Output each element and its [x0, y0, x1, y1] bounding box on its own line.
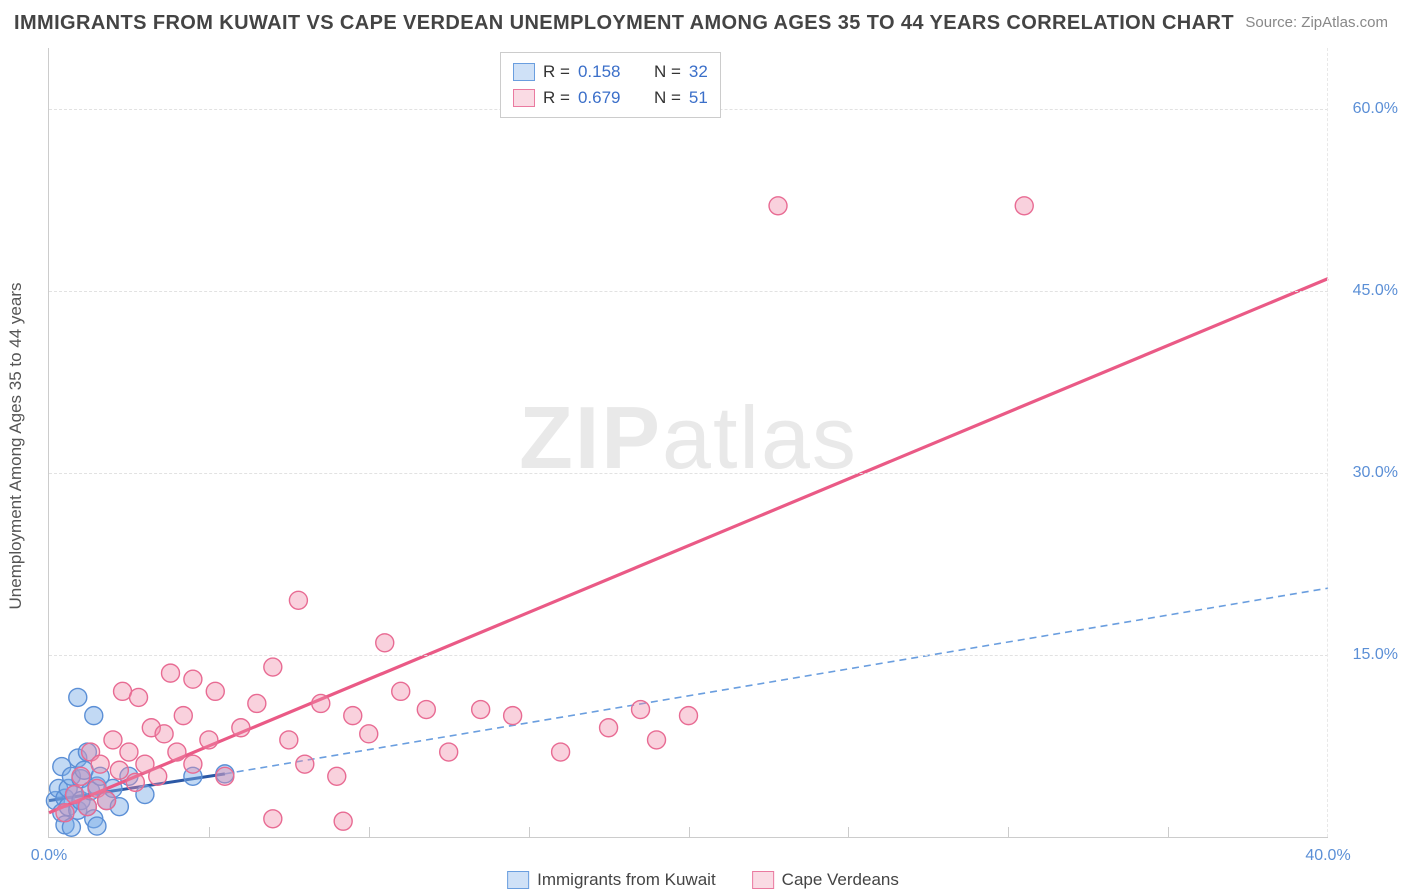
chart-svg [49, 48, 1328, 837]
legend-swatch [752, 871, 774, 889]
y-tick-label: 45.0% [1338, 282, 1398, 300]
x-minor-tick [1168, 827, 1169, 837]
y-tick-label: 15.0% [1338, 646, 1398, 664]
y-tick-label: 60.0% [1338, 100, 1398, 118]
y-tick-label: 30.0% [1338, 464, 1398, 482]
x-minor-tick [689, 827, 690, 837]
legend-label: Immigrants from Kuwait [537, 870, 716, 890]
x-minor-tick [529, 827, 530, 837]
y-axis-title: Unemployment Among Ages 35 to 44 years [6, 283, 26, 610]
x-minor-tick [848, 827, 849, 837]
gridline-h [49, 291, 1328, 292]
source-link[interactable]: ZipAtlas.com [1301, 14, 1388, 31]
x-tick-label: 0.0% [31, 847, 67, 865]
x-tick-label: 40.0% [1305, 847, 1350, 865]
legend-swatch [513, 63, 535, 81]
gridline-h [49, 473, 1328, 474]
x-minor-tick [369, 827, 370, 837]
legend-swatch [513, 89, 535, 107]
source-prefix: Source: [1245, 14, 1301, 31]
x-minor-tick [1008, 827, 1009, 837]
stats-legend: R =0.158N =32R =0.679N =51 [500, 52, 721, 118]
bottom-legend: Immigrants from Kuwait Cape Verdeans [507, 870, 899, 890]
stats-legend-row: R =0.158N =32 [513, 59, 708, 85]
legend-swatch [507, 871, 529, 889]
plot-area: ZIPatlas 15.0%30.0%45.0%60.0%0.0%40.0% [48, 48, 1328, 838]
chart-title: IMMIGRANTS FROM KUWAIT VS CAPE VERDEAN U… [14, 12, 1234, 35]
stats-legend-row: R =0.679N =51 [513, 85, 708, 111]
gridline-h [49, 655, 1328, 656]
legend-item: Cape Verdeans [752, 870, 899, 890]
source-attribution: Source: ZipAtlas.com [1245, 14, 1388, 31]
x-minor-tick [209, 827, 210, 837]
legend-label: Cape Verdeans [782, 870, 899, 890]
legend-item: Immigrants from Kuwait [507, 870, 716, 890]
